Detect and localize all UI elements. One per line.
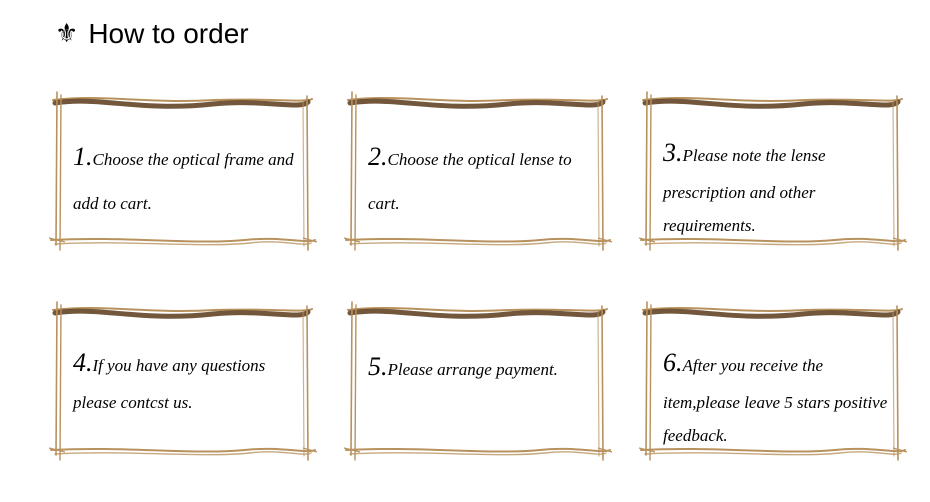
step-body: 5Please arrange payment. <box>368 338 597 395</box>
step-card-5: 5Please arrange payment. <box>340 300 615 470</box>
step-number: 3 <box>663 138 683 167</box>
step-number: 2 <box>368 142 388 171</box>
step-text: Please arrange payment. <box>388 360 558 379</box>
step-body: 3Please note the lense prescription and … <box>663 128 892 242</box>
step-number: 5 <box>368 352 388 381</box>
step-card-3: 3Please note the lense prescription and … <box>635 90 910 260</box>
steps-grid: 1Choose the optical frame and add to car… <box>0 50 930 470</box>
step-body: 6After you receive the item,please leave… <box>663 338 892 452</box>
step-text: After you receive the item,please leave … <box>663 356 887 445</box>
step-body: 4If you have any questions please contcs… <box>73 338 302 420</box>
step-number: 6 <box>663 348 683 377</box>
step-body: 1Choose the optical frame and add to car… <box>73 128 302 223</box>
step-number: 4 <box>73 348 93 377</box>
step-card-6: 6After you receive the item,please leave… <box>635 300 910 470</box>
step-number: 1 <box>73 142 93 171</box>
step-text: Choose the optical lense to cart. <box>368 150 572 213</box>
step-card-1: 1Choose the optical frame and add to car… <box>45 90 320 260</box>
step-text: Please note the lense prescription and o… <box>663 146 826 235</box>
step-text: Choose the optical frame and add to cart… <box>73 150 294 213</box>
step-card-4: 4If you have any questions please contcs… <box>45 300 320 470</box>
step-card-2: 2Choose the optical lense to cart. <box>340 90 615 260</box>
step-text: If you have any questions please contcst… <box>73 356 265 412</box>
page-title: How to order <box>88 18 248 50</box>
header: ⚜ How to order <box>0 0 930 50</box>
step-body: 2Choose the optical lense to cart. <box>368 128 597 223</box>
fleur-de-lis-icon: ⚜ <box>55 21 78 47</box>
